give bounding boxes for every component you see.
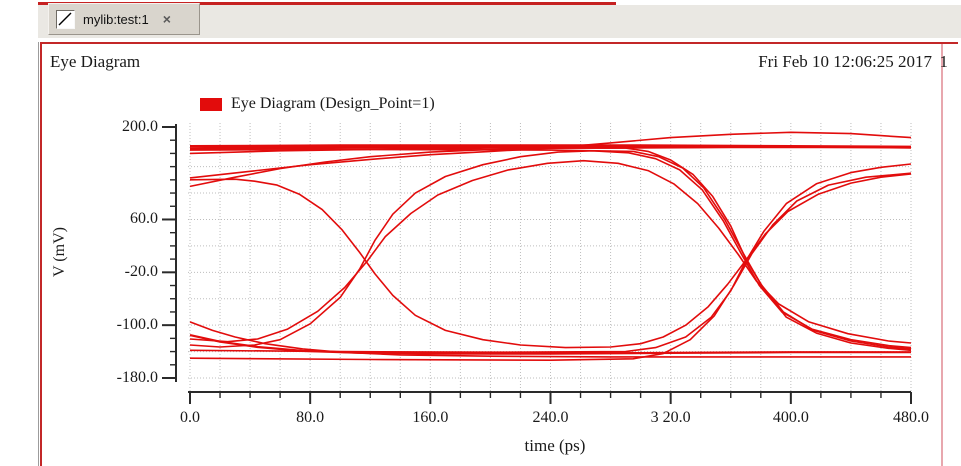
tab-mylib-test[interactable]: mylib:test:1 × <box>48 3 200 35</box>
x-tick-label: 0.0 <box>180 409 200 426</box>
y-tick-label: 200.0 <box>122 118 158 135</box>
panel-hairline <box>38 42 39 466</box>
trace-rise-right-2 <box>189 172 912 361</box>
y-tick-label: -100.0 <box>116 316 158 334</box>
trace-rise-tail-settle <box>189 146 911 188</box>
panel-border-left <box>40 42 42 466</box>
x-tick-label: 3 20.0 <box>650 409 691 426</box>
timestamp: Fri Feb 10 12:06:25 2017 <box>758 52 932 71</box>
trace-arc-010-1 <box>189 150 912 349</box>
y-tick-label: 60.0 <box>130 210 158 228</box>
trace-arc-010-2 <box>189 159 912 344</box>
close-icon[interactable]: × <box>162 11 171 27</box>
x-tick-label: 400.0 <box>772 409 809 426</box>
y-tick-label: -180.0 <box>116 369 158 386</box>
x-tick-label: 480.0 <box>893 409 929 426</box>
page-title: Eye Diagram <box>50 52 141 71</box>
x-tick-label: 240.0 <box>532 409 569 426</box>
legend-label: Eye Diagram (Design_Point=1) <box>231 95 435 112</box>
trace-fall-right-2 <box>189 148 912 350</box>
legend: Eye Diagram (Design_Point=1) <box>200 95 435 113</box>
trace-v-trace-101 <box>189 173 912 349</box>
panel-border-right <box>941 44 943 466</box>
x-tick-label: 160.0 <box>412 409 449 426</box>
y-axis-title: V (mV) <box>51 227 68 277</box>
waveform-plot-icon <box>56 9 75 29</box>
trace-fall-tail-low-2 <box>189 334 911 355</box>
x-axis-title: time (ps) <box>524 436 586 455</box>
tab-label: mylib:test:1 <box>83 11 149 27</box>
y-tick-label: -20.0 <box>124 263 158 281</box>
window-accent-line <box>38 2 616 5</box>
panel-border-top <box>40 42 958 44</box>
trace-fall-right-1 <box>190 146 912 352</box>
x-tick-label: 80.0 <box>296 409 325 426</box>
page-number: 1 <box>939 52 949 71</box>
legend-swatch <box>200 97 222 111</box>
